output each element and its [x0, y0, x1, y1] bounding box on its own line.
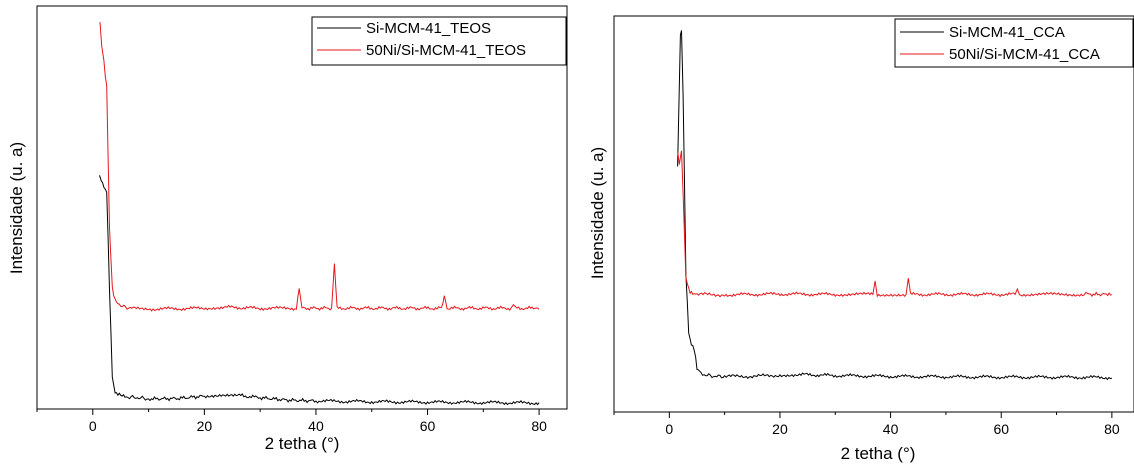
x-axis-title: 2 tetha (°) — [841, 444, 916, 463]
series-line-0 — [677, 30, 1113, 381]
x-tick-label: 60 — [420, 418, 436, 434]
legend-label-0: Si-MCM-41_TEOS — [366, 20, 491, 37]
series-line-1 — [99, 22, 540, 312]
chart-teos: 0 20 40 60 80 2 tetha (°) Intensidade (u. a)… — [7, 5, 568, 453]
x-axis: 0 20 40 60 80 — [613, 412, 1120, 437]
x-tick-label: 0 — [665, 421, 673, 437]
legend-box — [311, 16, 567, 66]
legend: Si-MCM-41_CCA 50Ni/Si-MCM-41_CCA — [894, 18, 1134, 68]
series-layer — [677, 30, 1113, 381]
chart-cca: 0 20 40 60 80 2 tetha (°) Intensidade (u. a)… — [588, 15, 1134, 463]
legend-label-1: 50Ni/Si-MCM-41_TEOS — [366, 42, 526, 59]
x-tick-label: 40 — [883, 421, 899, 437]
y-axis-title: Intensidade (u. a) — [7, 142, 26, 274]
x-axis: 0 20 40 60 80 — [36, 409, 547, 434]
x-tick-label: 80 — [1104, 421, 1120, 437]
x-tick-label: 20 — [197, 418, 213, 434]
series-line-0 — [99, 175, 540, 406]
x-tick-label: 60 — [993, 421, 1009, 437]
y-axis-title: Intensidade (u. a) — [588, 147, 607, 279]
x-tick-label: 20 — [772, 421, 788, 437]
series-line-1 — [677, 150, 1113, 298]
x-tick-label: 0 — [89, 418, 97, 434]
x-axis-title: 2 tetha (°) — [265, 434, 340, 453]
x-tick-label: 40 — [308, 418, 324, 434]
plot-frame — [613, 15, 1134, 413]
plot-frame — [36, 5, 568, 410]
series-layer — [99, 22, 540, 406]
x-tick-label: 80 — [531, 418, 547, 434]
legend-box — [894, 18, 1134, 68]
legend-label-1: 50Ni/Si-MCM-41_CCA — [949, 46, 1100, 63]
legend-label-0: Si-MCM-41_CCA — [949, 24, 1065, 41]
legend: Si-MCM-41_TEOS 50Ni/Si-MCM-41_TEOS — [311, 16, 567, 66]
